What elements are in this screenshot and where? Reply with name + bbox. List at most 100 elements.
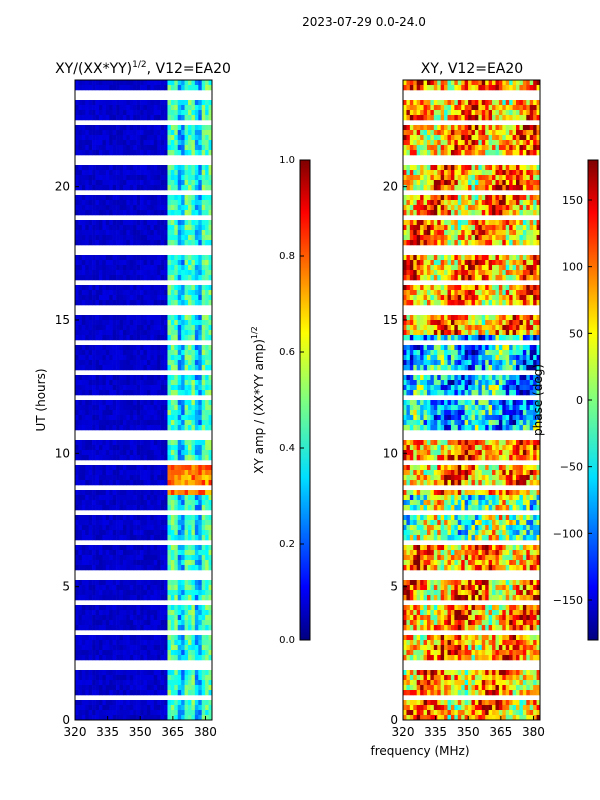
amplitude-cell (85, 260, 89, 266)
amplitude-cell (122, 525, 127, 531)
amplitude-cell (150, 550, 155, 556)
amplitude-cell (191, 400, 196, 406)
amplitude-cell (198, 365, 203, 371)
amplitude-cell (201, 640, 206, 646)
amplitude-cell (143, 425, 148, 431)
amplitude-cell (140, 130, 144, 136)
amplitude-cell (119, 515, 124, 521)
phase-cell (498, 135, 503, 141)
amplitude-cell (146, 110, 151, 116)
amplitude-cell (88, 390, 93, 396)
amplitude-cell (167, 380, 172, 386)
phase-cell (522, 100, 527, 106)
amplitude-cell (95, 100, 100, 106)
amplitude-cell (88, 525, 93, 531)
amplitude-cell (98, 175, 103, 181)
amplitude-cell (157, 440, 161, 446)
amplitude-cell (188, 110, 192, 116)
amplitude-cell (177, 595, 182, 601)
amplitude-cell (75, 705, 79, 711)
phase-cell (485, 80, 489, 86)
amplitude-cell (136, 360, 141, 366)
amplitude-cell (170, 595, 175, 601)
phase-cell (406, 150, 411, 156)
amplitude-cell (150, 615, 155, 621)
amplitude-cell (88, 640, 93, 646)
phase-cell (447, 130, 452, 136)
amplitude-cell (150, 400, 155, 406)
amplitude-cell (160, 105, 165, 111)
amplitude-cell (181, 515, 185, 521)
phase-cell (464, 170, 469, 176)
phase-cell (509, 225, 513, 231)
amplitude-cell (146, 670, 151, 676)
phase-cell (409, 135, 414, 141)
phase-cell (406, 110, 411, 116)
amplitude-cell (78, 645, 83, 651)
amplitude-cell (112, 605, 117, 611)
phase-cell (444, 140, 448, 146)
amplitude-cell (88, 235, 93, 241)
phase-cell (444, 220, 448, 226)
amplitude-cell (122, 640, 127, 646)
phase-cell (492, 80, 496, 86)
amplitude-cell (194, 100, 199, 106)
phase-cell (488, 225, 493, 231)
amplitude-cell (174, 530, 179, 536)
phase-cell (529, 200, 534, 206)
amplitude-cell (160, 470, 165, 476)
amplitude-cell (126, 520, 131, 526)
amplitude-cell (191, 335, 196, 341)
amplitude-cell (88, 590, 93, 596)
amplitude-cell (146, 230, 151, 236)
phase-cell (430, 145, 435, 151)
phase-cell (464, 210, 469, 216)
phase-cell (440, 175, 445, 181)
phase-cell (430, 205, 435, 211)
amplitude-cell (160, 380, 165, 386)
phase-cell (433, 175, 438, 181)
amplitude-cell (150, 475, 155, 481)
amplitude-cell (102, 580, 107, 586)
amplitude-cell (181, 285, 185, 291)
amplitude-cell (181, 200, 185, 206)
amplitude-cell (184, 270, 189, 276)
amplitude-cell (98, 205, 103, 211)
amplitude-cell (205, 400, 209, 406)
amplitude-cell (136, 590, 141, 596)
amplitude-cell (205, 185, 209, 191)
phase-cell (457, 100, 462, 106)
phase-cell (509, 100, 513, 106)
amplitude-cell (140, 415, 144, 421)
amplitude-cell (81, 635, 86, 641)
amplitude-cell (150, 145, 155, 151)
amplitude-cell (98, 565, 103, 571)
amplitude-cell (177, 490, 182, 496)
phase-cell (536, 135, 541, 141)
amplitude-cell (181, 445, 185, 451)
amplitude-cell (133, 300, 137, 306)
amplitude-cell (136, 680, 141, 686)
amplitude-cell (133, 135, 137, 141)
amplitude-cell (126, 715, 131, 721)
amplitude-cell (98, 110, 103, 116)
amplitude-cell (98, 265, 103, 271)
amplitude-cell (81, 100, 86, 106)
amplitude-cell (140, 85, 144, 91)
amplitude-cell (184, 425, 189, 431)
phase-cell (516, 135, 520, 141)
phase-cell (488, 100, 493, 106)
amplitude-cell (157, 315, 161, 321)
phase-heatmap (403, 80, 541, 721)
phase-cell (433, 135, 438, 141)
amplitude-cell (119, 165, 124, 171)
phase-cell (440, 105, 445, 111)
amplitude-cell (164, 295, 168, 301)
amplitude-cell (146, 405, 151, 411)
phase-cell (526, 180, 531, 186)
amplitude-cell (75, 475, 79, 481)
amplitude-cell (170, 175, 175, 181)
amplitude-cell (170, 345, 175, 351)
amplitude-cell (198, 675, 203, 681)
amplitude-cell (208, 605, 213, 611)
